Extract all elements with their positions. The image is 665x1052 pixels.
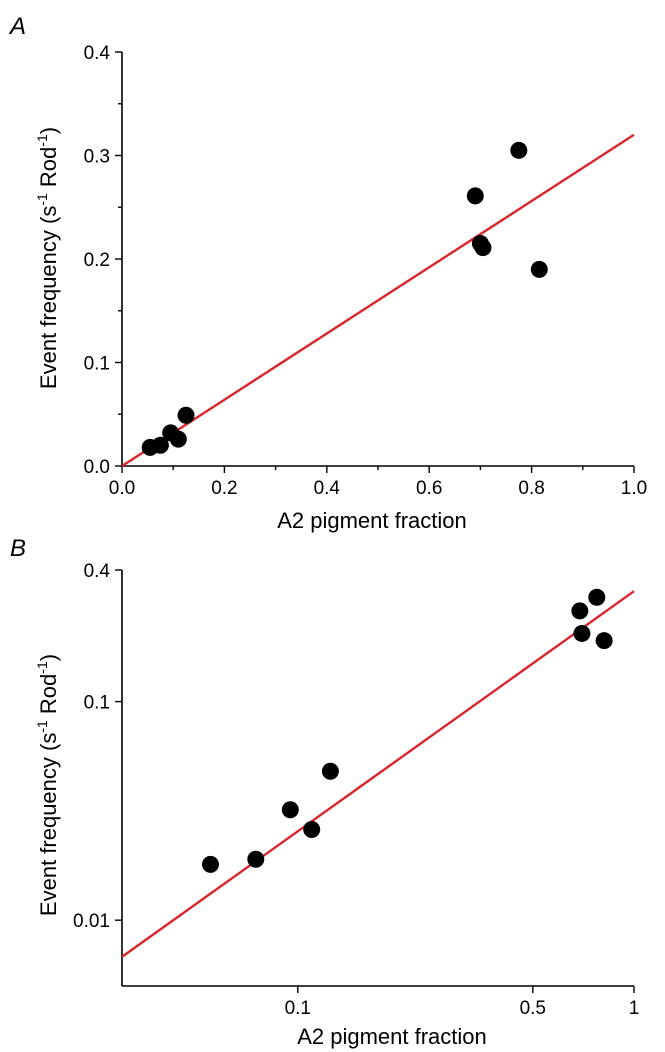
panel-a-y-label-part1: Event frequency (s	[36, 206, 61, 389]
panel-a-y-tick-label: 0.3	[84, 147, 110, 168]
panel-b-plot-area: 0.1 0.5 1 0.01 0.1 0.4	[73, 561, 639, 1019]
panel-a-chart: A 0.0 0.2 0.4 0.6 0.8 1.0 0.0 0.1 0.2 0.3 0.4 A2 p…	[8, 13, 647, 533]
panel-a-x-axis-label: A2 pigment fraction	[277, 508, 467, 533]
panel-a-x-tick-label: 0.2	[211, 478, 237, 499]
panel-b-chart: B 0.1 0.5 10.010.10.4 A2 pigment fraction …	[10, 535, 639, 1049]
panel-b-y-label-part3: )	[36, 654, 61, 661]
panel-b-data-point	[595, 632, 613, 650]
panel-b-y-tick-label: 0.4	[84, 561, 111, 582]
panel-a-x-tick-label: 0.8	[518, 478, 544, 499]
panel-a-data-point	[151, 436, 169, 454]
panel-b-x-tick-label: 0.5	[520, 998, 546, 1019]
panel-a-data-point	[177, 406, 195, 424]
panel-b-data-point	[588, 588, 606, 606]
panel-b-y-label-part1: Event frequency (s	[36, 733, 61, 916]
panel-a-data-point	[169, 430, 187, 448]
panel-a-data-point	[530, 260, 548, 278]
panel-b-y-tick-label: 0.1	[84, 693, 110, 714]
panel-a-y-tick-label: 0.1	[84, 354, 110, 375]
panel-b-data-point	[571, 602, 589, 620]
panel-a-y-tick-label: 0.0	[84, 457, 110, 478]
panel-a-x-tick-label: 0.4	[314, 478, 341, 499]
panel-b-y-tick-label: 0.01	[73, 911, 110, 932]
panel-b-y-label-sup2: -1	[34, 661, 50, 674]
panel-a-fit-line	[121, 133, 635, 468]
panel-b-y-label-sup1: -1	[34, 720, 50, 733]
panel-b-data-point	[321, 762, 339, 780]
panel-a-data-point	[510, 141, 528, 159]
panel-b-letter: B	[10, 535, 26, 562]
panel-a-y-label-sup1: -1	[34, 193, 50, 206]
panel-b-data-point	[247, 850, 265, 868]
panel-b-x-tick-label: 0.1	[285, 998, 311, 1019]
panel-b-data-point	[573, 624, 591, 642]
panel-a-letter: A	[8, 13, 26, 40]
panel-b-fit-line	[121, 590, 635, 958]
panel-a-x-tick-label: 0.0	[109, 478, 135, 499]
panel-a-plot-area: 0.0 0.2 0.4 0.6 0.8 1.0 0.0 0.1 0.2 0.3 0.4	[84, 43, 648, 499]
panel-a-x-tick-label: 0.6	[416, 478, 442, 499]
panel-a-y-tick-label: 0.2	[84, 250, 110, 271]
panel-a-y-label-sup2: -1	[34, 134, 50, 147]
panel-a-x-tick-label: 1.0	[621, 478, 647, 499]
panel-b-data-point	[281, 801, 299, 819]
panel-b-y-axis-label: Event frequency (s-1 Rod-1)	[34, 654, 61, 916]
panel-a-data-point	[466, 187, 484, 205]
panel-b-y-label-part2: Rod	[36, 674, 61, 720]
panel-a-y-tick-label: 0.4	[84, 43, 111, 64]
panel-a-data-point	[474, 239, 492, 257]
panel-b-x-tick-label: 1	[629, 998, 640, 1019]
panel-a-y-label-part3: )	[36, 127, 61, 134]
panel-b-data-point	[303, 820, 321, 838]
panel-b-data-point	[202, 855, 220, 873]
panel-a-y-axis-label: Event frequency (s-1 Rod-1)	[34, 127, 61, 389]
panel-b-x-axis-label: A2 pigment fraction	[297, 1024, 487, 1049]
panel-a-y-label-part2: Rod	[36, 147, 61, 193]
